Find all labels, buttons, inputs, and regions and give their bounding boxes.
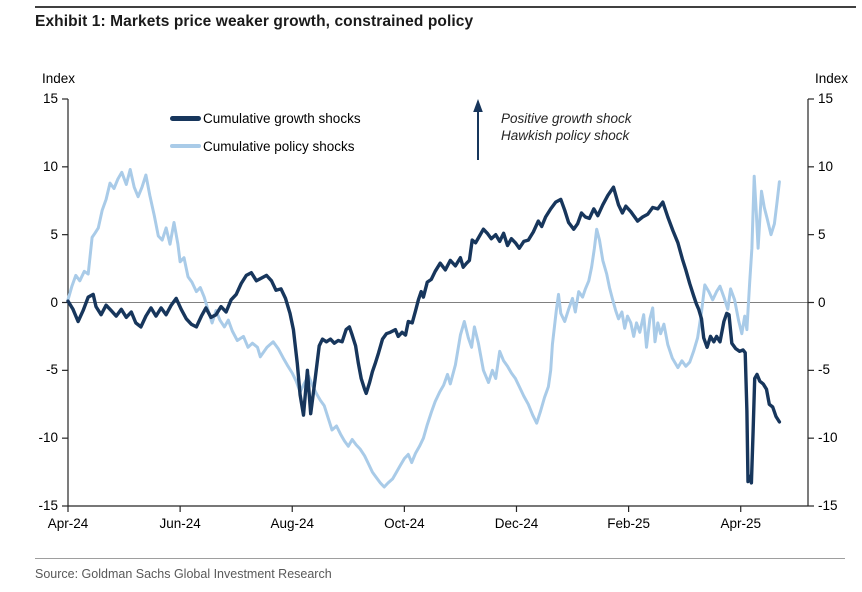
policy-shocks-swatch-icon bbox=[170, 144, 201, 148]
shock-direction-annotation: Positive growth shock Hawkish policy sho… bbox=[501, 111, 632, 144]
y-tick-label-left: 5 bbox=[50, 226, 58, 242]
y-tick-label-left: 10 bbox=[42, 158, 58, 174]
bottom-rule bbox=[35, 558, 845, 559]
x-tick-label: Dec-24 bbox=[494, 516, 539, 531]
page-title: Exhibit 1: Markets price weaker growth, … bbox=[35, 13, 474, 30]
x-tick-label: Aug-24 bbox=[270, 516, 314, 531]
policy-shocks-line bbox=[66, 168, 781, 489]
legend-item-growth-shocks: Cumulative growth shocks bbox=[170, 109, 361, 127]
legend-item-policy-shocks: Cumulative policy shocks bbox=[170, 137, 361, 155]
annotation-line-2: Hawkish policy shock bbox=[501, 127, 630, 143]
x-tick-label: Oct-24 bbox=[384, 516, 425, 531]
y-axis-label-left: Index bbox=[42, 71, 76, 86]
y-tick-label-left: -15 bbox=[38, 498, 58, 513]
source-note: Source: Goldman Sachs Global Investment … bbox=[35, 567, 332, 581]
top-rule bbox=[35, 6, 856, 8]
y-tick-label-right: -15 bbox=[818, 498, 838, 513]
annotation-line-1: Positive growth shock bbox=[501, 111, 632, 126]
x-tick-label: Apr-24 bbox=[47, 516, 89, 531]
y-tick-label-right: 5 bbox=[818, 226, 826, 242]
x-tick-label: Jun-24 bbox=[159, 516, 201, 531]
y-tick-label-right: 10 bbox=[818, 158, 834, 174]
y-tick-label-right: -5 bbox=[818, 362, 831, 378]
y-tick-label-left: 15 bbox=[42, 91, 58, 106]
x-tick-label: Apr-25 bbox=[720, 516, 761, 531]
y-tick-label-left: -10 bbox=[38, 430, 58, 446]
x-tick-label: Feb-25 bbox=[607, 516, 650, 531]
growth-shocks-line bbox=[66, 185, 782, 485]
legend-label-growth: Cumulative growth shocks bbox=[203, 110, 361, 126]
y-axis-label-right: Index bbox=[814, 71, 848, 86]
y-tick-label-left: 0 bbox=[50, 294, 58, 310]
y-tick-label-right: -10 bbox=[818, 430, 838, 446]
up-arrow-icon bbox=[473, 99, 483, 112]
chart-legend: Cumulative growth shocks Cumulative poli… bbox=[170, 109, 361, 155]
y-tick-label-right: 0 bbox=[818, 294, 826, 310]
legend-label-policy: Cumulative policy shocks bbox=[203, 138, 355, 154]
y-tick-label-left: -5 bbox=[45, 362, 58, 378]
y-tick-label-right: 15 bbox=[818, 91, 834, 106]
growth-shocks-swatch-icon bbox=[170, 115, 201, 121]
